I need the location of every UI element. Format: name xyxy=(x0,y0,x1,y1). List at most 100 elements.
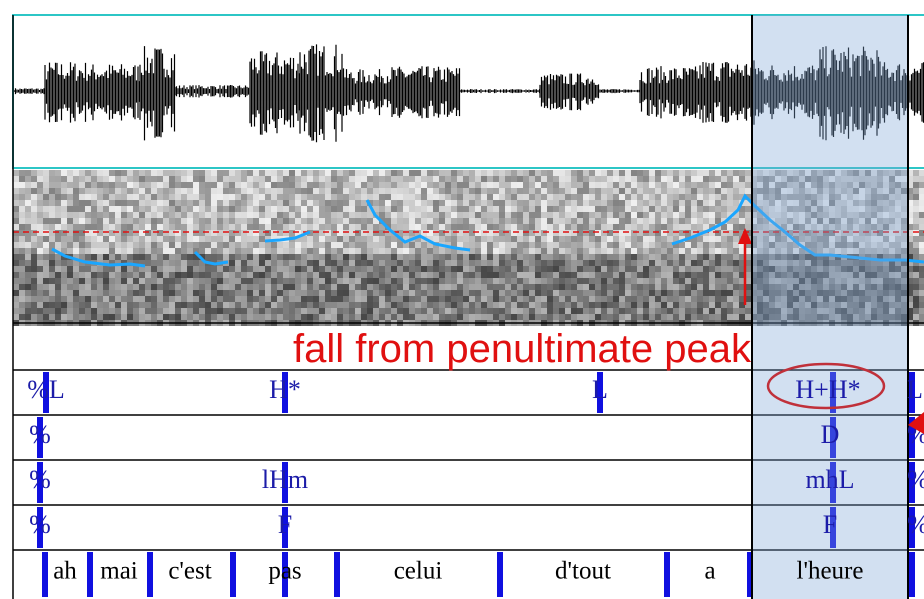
spectrogram-cell xyxy=(673,224,679,230)
spectrogram-cell xyxy=(559,194,565,200)
spectrogram-cell xyxy=(169,290,175,296)
spectrogram-cell xyxy=(583,236,589,242)
spectrogram-cell xyxy=(643,206,649,212)
spectrogram-cell xyxy=(655,296,661,302)
spectrogram-cell xyxy=(469,254,475,260)
spectrogram-cell xyxy=(325,176,331,182)
spectrogram-cell xyxy=(613,296,619,302)
spectrogram-cell xyxy=(535,296,541,302)
spectrogram-cell xyxy=(31,254,37,260)
spectrogram-cell xyxy=(571,200,577,206)
spectrogram-cell xyxy=(157,236,163,242)
spectrogram-cell xyxy=(247,266,253,272)
spectrogram-cell xyxy=(733,236,739,242)
spectrogram-cell xyxy=(55,206,61,212)
spectrogram-cell xyxy=(247,260,253,266)
spectrogram-cell xyxy=(145,206,151,212)
spectrogram-cell xyxy=(319,236,325,242)
spectrogram-cell xyxy=(31,308,37,314)
spectrogram-cell xyxy=(217,206,223,212)
spectrogram-cell xyxy=(103,248,109,254)
spectrogram-cell xyxy=(211,302,217,308)
spectrogram-cell xyxy=(559,224,565,230)
spectrogram-cell xyxy=(13,242,19,248)
spectrogram-cell xyxy=(565,308,571,314)
spectrogram-cell xyxy=(727,188,733,194)
spectrogram-cell xyxy=(733,254,739,260)
spectrogram-cell xyxy=(169,248,175,254)
spectrogram-cell xyxy=(505,212,511,218)
spectrogram-cell xyxy=(457,290,463,296)
spectrogram-cell xyxy=(235,308,241,314)
spectrogram-cell xyxy=(379,272,385,278)
spectrogram-cell xyxy=(493,188,499,194)
spectrogram-cell xyxy=(565,176,571,182)
spectrogram-cell xyxy=(67,296,73,302)
spectrogram-cell xyxy=(391,206,397,212)
spectrogram-cell xyxy=(337,308,343,314)
spectrogram-cell xyxy=(655,206,661,212)
spectrogram-cell xyxy=(589,284,595,290)
spectrogram-cell xyxy=(427,248,433,254)
spectrogram-cell xyxy=(55,308,61,314)
spectrogram-cell xyxy=(55,200,61,206)
spectrogram-cell xyxy=(571,236,577,242)
spectrogram-cell xyxy=(469,194,475,200)
spectrogram-cell xyxy=(181,308,187,314)
spectrogram-cell xyxy=(643,176,649,182)
spectrogram-cell xyxy=(301,242,307,248)
spectrogram-cell xyxy=(247,248,253,254)
spectrogram-cell xyxy=(667,254,673,260)
spectrogram-cell xyxy=(493,206,499,212)
spectrogram-cell xyxy=(493,296,499,302)
spectrogram-cell xyxy=(439,212,445,218)
spectrogram-cell xyxy=(607,236,613,242)
spectrogram-cell xyxy=(565,254,571,260)
spectrogram-cell xyxy=(223,170,229,176)
spectrogram-cell xyxy=(541,242,547,248)
spectrogram-cell xyxy=(427,224,433,230)
spectrogram-cell xyxy=(289,212,295,218)
spectrogram-cell xyxy=(679,314,685,320)
spectrogram-cell xyxy=(109,218,115,224)
spectrogram-cell xyxy=(115,236,121,242)
spectrogram-cell xyxy=(571,194,577,200)
spectrogram-cell xyxy=(547,200,553,206)
spectrogram-cell xyxy=(691,176,697,182)
spectrogram-cell xyxy=(325,242,331,248)
spectrogram-cell xyxy=(697,236,703,242)
spectrogram-cell xyxy=(655,236,661,242)
spectrogram-cell xyxy=(151,176,157,182)
spectrogram-cell xyxy=(715,206,721,212)
spectrogram-cell xyxy=(97,194,103,200)
spectrogram-cell xyxy=(199,266,205,272)
spectrogram-cell xyxy=(223,242,229,248)
spectrogram-cell xyxy=(547,212,553,218)
spectrogram-cell xyxy=(481,182,487,188)
spectrogram-cell xyxy=(91,284,97,290)
spectrogram-cell xyxy=(685,242,691,248)
spectrogram-cell xyxy=(307,236,313,242)
spectrogram-cell xyxy=(637,296,643,302)
spectrogram-cell xyxy=(559,230,565,236)
spectrogram-cell xyxy=(691,206,697,212)
spectrogram-cell xyxy=(379,200,385,206)
spectrogram-cell xyxy=(415,242,421,248)
spectrogram-cell xyxy=(541,266,547,272)
spectrogram-cell xyxy=(187,290,193,296)
spectrogram-cell xyxy=(607,188,613,194)
spectrogram-cell xyxy=(439,302,445,308)
spectrogram-cell xyxy=(433,260,439,266)
spectrogram-cell xyxy=(223,236,229,242)
spectrogram-cell xyxy=(379,242,385,248)
spectrogram-cell xyxy=(13,266,19,272)
spectrogram-cell xyxy=(145,176,151,182)
spectrogram-cell xyxy=(277,254,283,260)
spectrogram-cell xyxy=(157,296,163,302)
spectrogram-cell xyxy=(463,266,469,272)
spectrogram-cell xyxy=(913,266,919,272)
spectrogram-cell xyxy=(79,200,85,206)
spectrogram-cell xyxy=(73,284,79,290)
spectrogram-cell xyxy=(373,278,379,284)
spectrogram-cell xyxy=(409,272,415,278)
